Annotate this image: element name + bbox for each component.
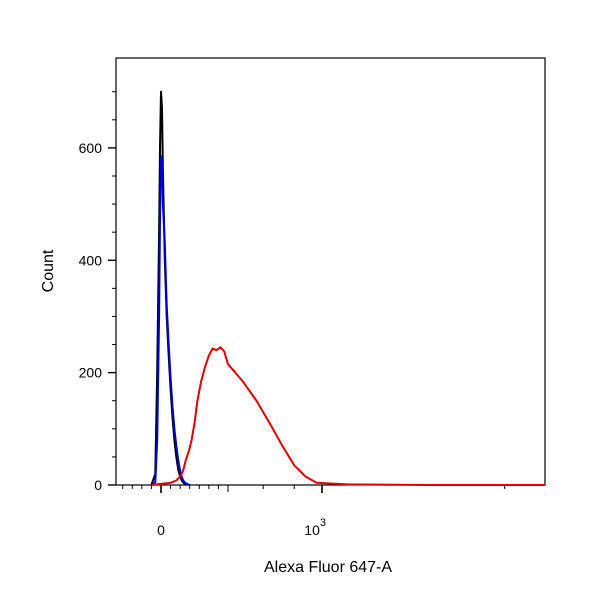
- series-line-3: [151, 346, 545, 486]
- x-axis-ticks: [122, 485, 506, 493]
- y-axis-title: Count: [40, 249, 57, 292]
- y-tick-label: 200: [79, 365, 103, 381]
- x-axis-title: Alexa Fluor 647-A: [264, 559, 392, 576]
- y-axis-ticks: [108, 91, 116, 486]
- x-axis-tick-labels: 0103104105: [157, 517, 326, 538]
- x-tick-label: 0: [157, 522, 165, 538]
- y-tick-label: 0: [94, 477, 102, 493]
- y-tick-label: 600: [79, 140, 103, 156]
- series-layer: [150, 90, 545, 486]
- y-axis-tick-labels: 0 200 400 600: [79, 140, 103, 493]
- y-tick-label: 400: [79, 252, 103, 268]
- x-tick-label: 103: [304, 517, 326, 538]
- series-line-2: [150, 155, 191, 486]
- plot-frame: [115, 57, 546, 486]
